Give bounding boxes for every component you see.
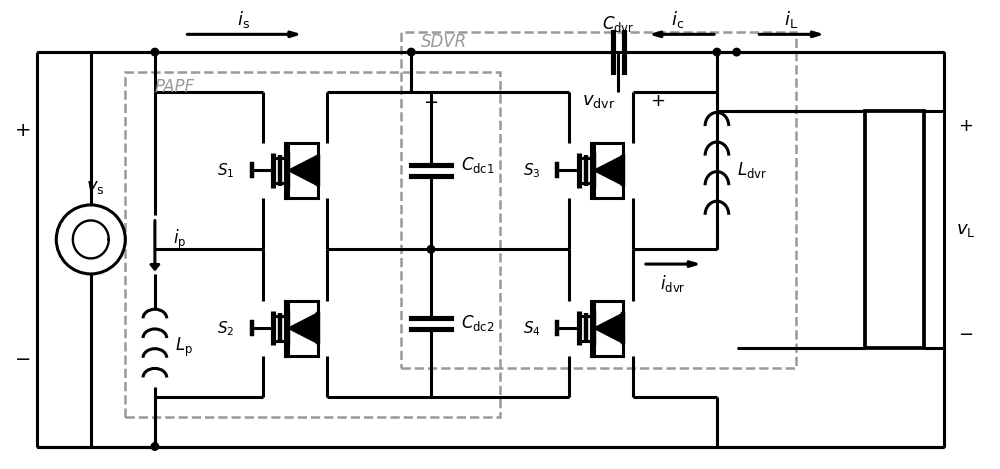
Text: $L_\mathrm{p}$: $L_\mathrm{p}$: [175, 336, 193, 360]
Circle shape: [151, 48, 159, 56]
Text: $i_\mathrm{dvr}$: $i_\mathrm{dvr}$: [660, 273, 685, 295]
Text: $v_\mathrm{L}$: $v_\mathrm{L}$: [956, 220, 975, 239]
Text: $i_\mathrm{p}$: $i_\mathrm{p}$: [173, 227, 186, 251]
Polygon shape: [288, 155, 318, 186]
Text: $S_1$: $S_1$: [217, 161, 235, 180]
Polygon shape: [594, 313, 623, 343]
Text: $i_\mathrm{c}$: $i_\mathrm{c}$: [671, 9, 684, 30]
Text: $+$: $+$: [14, 121, 30, 140]
Text: $-$: $-$: [958, 324, 973, 342]
Circle shape: [427, 246, 435, 253]
Polygon shape: [288, 313, 318, 343]
Text: $C_\mathrm{dc2}$: $C_\mathrm{dc2}$: [461, 313, 494, 333]
Text: $S_3$: $S_3$: [523, 161, 540, 180]
Text: $v_\mathrm{s}$: $v_\mathrm{s}$: [86, 178, 105, 196]
Text: $S_4$: $S_4$: [523, 319, 540, 338]
Text: $-$: $-$: [423, 92, 439, 110]
Text: $C_\mathrm{dc1}$: $C_\mathrm{dc1}$: [461, 156, 494, 175]
Text: $v_\mathrm{dvr}$: $v_\mathrm{dvr}$: [582, 92, 615, 110]
Text: $i_\mathrm{s}$: $i_\mathrm{s}$: [237, 9, 250, 30]
Text: $L_\mathrm{dvr}$: $L_\mathrm{dvr}$: [737, 160, 767, 181]
Text: PAPF: PAPF: [155, 77, 195, 96]
Text: SDVR: SDVR: [421, 33, 467, 51]
Circle shape: [713, 48, 721, 56]
Text: $+$: $+$: [650, 92, 665, 110]
Text: $S_2$: $S_2$: [217, 319, 235, 338]
Text: $i_\mathrm{L}$: $i_\mathrm{L}$: [784, 9, 798, 30]
Text: $+$: $+$: [958, 117, 973, 135]
Circle shape: [408, 48, 415, 56]
Circle shape: [733, 48, 740, 56]
Text: $C_\mathrm{dvr}$: $C_\mathrm{dvr}$: [602, 15, 635, 34]
Text: $-$: $-$: [14, 348, 30, 367]
Polygon shape: [594, 155, 623, 186]
Circle shape: [151, 443, 159, 450]
